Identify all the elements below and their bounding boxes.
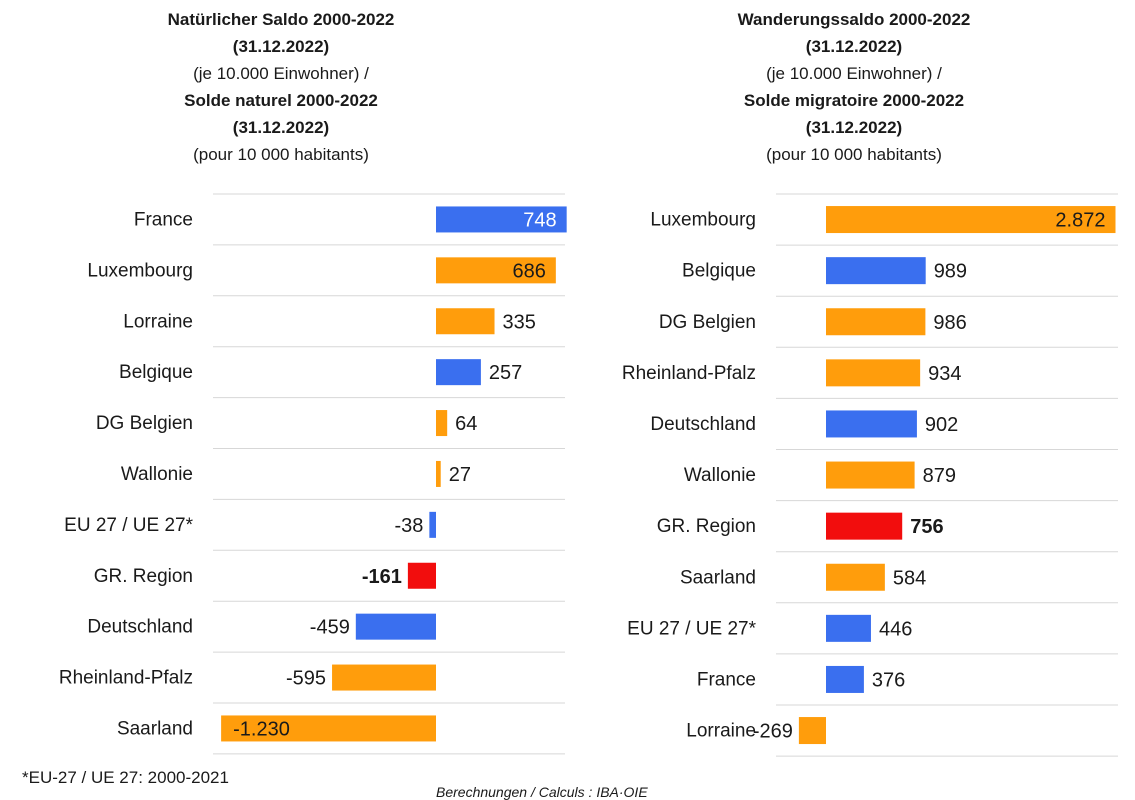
left-value-label: -1.230 (233, 718, 290, 740)
left-category-label: EU 27 / UE 27* (64, 515, 193, 536)
right-value-label: 902 (925, 414, 958, 436)
left-bar (355, 613, 436, 640)
left-category-label: GR. Region (94, 566, 193, 587)
right-title-line2: (31.12.2022) (805, 37, 903, 56)
right-title-line3: (je 10.000 Einwohner) / (766, 64, 942, 83)
left-title-line1: Natürlicher Saldo 2000-2022 (167, 10, 395, 29)
right-value-label: 934 (928, 363, 961, 385)
left-value-label: 686 (512, 260, 545, 282)
left-title-line3: (je 10.000 Einwohner) / (193, 64, 369, 83)
left-bar (436, 460, 441, 487)
footnote: *EU-27 / UE 27: 2000-2021 (22, 768, 229, 787)
left-title-line6: (pour 10 000 habitants) (193, 145, 369, 164)
right-chart-title: Wanderungssaldo 2000-2022 (31.12.2022) (… (672, 6, 1036, 168)
left-category-label: Deutschland (87, 617, 193, 638)
left-value-label: -459 (310, 617, 350, 639)
left-bar (436, 206, 567, 233)
left-category-label: Belgique (119, 362, 193, 383)
left-category-label: Wallonie (121, 464, 193, 485)
left-value-label: 27 (449, 464, 471, 486)
left-title-line2: (31.12.2022) (232, 37, 330, 56)
left-category-label: France (134, 209, 193, 230)
left-bar (332, 664, 436, 691)
right-value-label: 756 (910, 516, 943, 538)
right-category-label: Saarland (680, 567, 756, 588)
right-bar (826, 206, 1116, 234)
right-category-label: France (697, 669, 756, 690)
right-category-label: Lorraine (686, 721, 756, 742)
right-category-label: Wallonie (684, 465, 756, 486)
right-bar (798, 717, 826, 745)
credit: Berechnungen / Calculs : IBA·OIE (436, 784, 648, 800)
right-value-label: -269 (753, 721, 793, 743)
right-category-label: GR. Region (657, 516, 756, 537)
right-title-line6: (pour 10 000 habitants) (766, 145, 942, 164)
left-category-label: DG Belgien (96, 413, 193, 434)
right-bar (826, 665, 864, 693)
left-category-label: Saarland (117, 718, 193, 739)
right-value-label: 376 (872, 669, 905, 691)
right-category-label: Rheinland-Pfalz (622, 363, 756, 384)
left-bar (407, 562, 436, 589)
right-bar (826, 614, 871, 642)
left-title-line4: Solde naturel 2000-2022 (184, 91, 378, 110)
right-bar (826, 308, 926, 336)
left-value-label: 257 (489, 362, 522, 384)
right-value-label: 989 (934, 261, 967, 283)
left-bar (436, 257, 556, 284)
left-bar (436, 410, 448, 437)
left-bar (436, 308, 495, 335)
right-bar (826, 410, 917, 438)
right-value-label: 2.872 (1055, 210, 1105, 232)
right-bar (826, 359, 921, 387)
right-bar (826, 563, 885, 591)
right-category-label: DG Belgien (659, 312, 756, 333)
left-bar (429, 511, 436, 538)
left-value-label: -595 (286, 668, 326, 690)
right-bar (826, 461, 915, 489)
right-category-label: Luxembourg (650, 210, 756, 231)
right-value-label: 446 (879, 618, 912, 640)
right-category-label: Belgique (682, 261, 756, 282)
left-value-label: 64 (455, 413, 477, 435)
left-category-label: Luxembourg (87, 260, 193, 281)
right-category-label: EU 27 / UE 27* (627, 618, 756, 639)
right-value-label: 879 (923, 465, 956, 487)
right-title-line4: Solde migratoire 2000-2022 (743, 91, 965, 110)
left-value-label: 748 (523, 209, 556, 231)
left-value-label: -38 (394, 515, 423, 537)
left-value-label: 335 (503, 311, 536, 333)
left-bar (436, 359, 481, 386)
left-chart-title: Natürlicher Saldo 2000-2022 (31.12.2022)… (100, 6, 462, 168)
left-bar (221, 715, 436, 742)
left-category-label: Lorraine (123, 311, 193, 332)
right-category-label: Deutschland (650, 414, 756, 435)
right-value-label: 986 (933, 312, 966, 334)
right-bar (826, 512, 903, 540)
right-title-line5: (31.12.2022) (805, 118, 903, 137)
left-value-label: -161 (362, 566, 402, 588)
right-title-line1: Wanderungssaldo 2000-2022 (737, 10, 971, 29)
left-category-label: Rheinland-Pfalz (59, 668, 193, 689)
right-bar (826, 257, 926, 285)
right-value-label: 584 (893, 567, 926, 589)
left-title-line5: (31.12.2022) (232, 118, 330, 137)
